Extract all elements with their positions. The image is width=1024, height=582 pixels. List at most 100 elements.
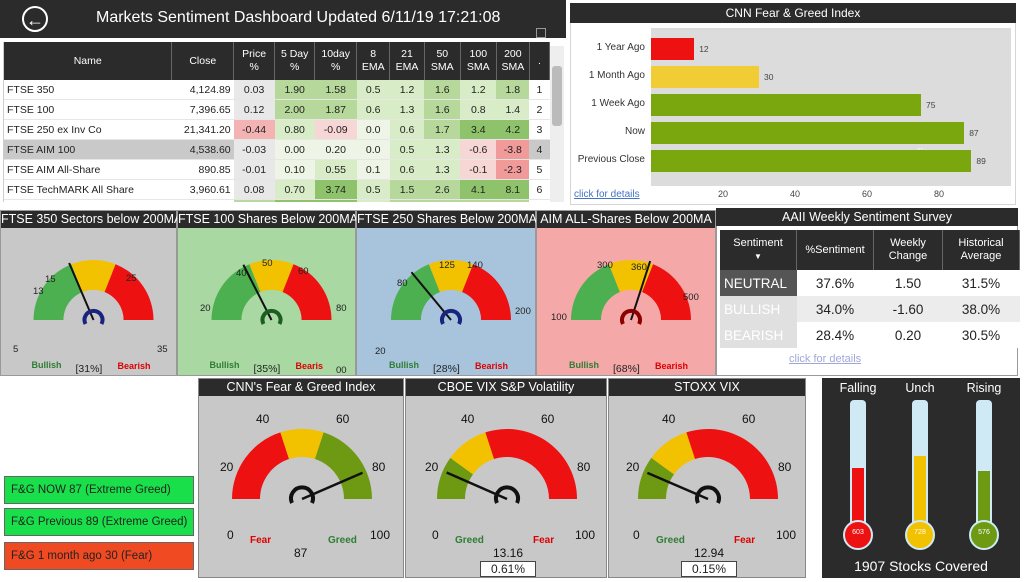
table-cell-ema21: 1.5 [389, 179, 425, 200]
cnn-bar[interactable] [651, 122, 965, 144]
gauge-arc-segment [462, 264, 511, 320]
aaii-col-avg[interactable]: Historical Average [942, 230, 1020, 270]
gauge-tick-label: 20 [375, 346, 386, 357]
market-col-header[interactable]: Name [4, 42, 173, 80]
table-cell-sma50: 1.6 [424, 80, 461, 100]
expand-icon[interactable] [536, 28, 546, 38]
table-cell-ema8: 0.5 [356, 179, 390, 200]
aaii-row[interactable]: BEARISH 28.4% 0.20 30.5% [720, 322, 1020, 348]
table-row[interactable]: FTSE AIM All-Share 890.85 -0.01 0.10 0.55 0.1… [4, 159, 550, 180]
gauge-tick-label: 300 [597, 260, 613, 271]
gauge-panel-top: AIM ALL-Shares Below 200MA 100 300 360 500 Bu… [536, 210, 716, 376]
gauge-tick-label: 0 [432, 528, 439, 542]
table-row[interactable]: FTSE 100 7,396.65 0.12 2.00 1.87 0.6 1.3 1.6 0.8… [4, 99, 550, 120]
aaii-col-change[interactable]: Weekly Change [873, 230, 943, 270]
cnn-bar[interactable] [651, 38, 695, 60]
table-row[interactable]: FTSE TechMARK All Share 3,960.61 0.08 0.70 3… [4, 179, 550, 200]
gauge-hub [260, 308, 283, 325]
market-col-header[interactable]: . [529, 42, 550, 80]
thermometer-value: 576 [978, 529, 990, 536]
gauge-tick-label: 80 [577, 460, 591, 474]
table-cell-d10: 3.74 [314, 179, 357, 200]
gauge-tick-label: 125 [439, 260, 455, 271]
aaii-col-sentiment[interactable]: Sentiment ▼ [720, 230, 797, 270]
market-col-header[interactable]: 21 EMA [389, 42, 425, 80]
thermometer-value: 603 [852, 529, 864, 536]
table-cell-name: FTSE TechMARK All Share [4, 179, 172, 200]
fg-month-ago-box: F&G 1 month ago 30 (Fear) [4, 542, 194, 570]
aaii-cell-avg: 30.5% [961, 327, 1001, 343]
aaii-row[interactable]: BULLISH 34.0% -1.60 38.0% [720, 296, 1020, 322]
cnn-details-link[interactable]: click for details [574, 189, 640, 200]
table-cell-sma100: 1.2 [460, 80, 497, 100]
table-cell-price: 0.08 [233, 179, 275, 200]
gauge-tick-label: 5 [13, 344, 18, 355]
gauge-tick-label: 140 [467, 260, 483, 271]
gauge-tick-label: 360 [631, 262, 647, 273]
gauge-arc-segment [686, 429, 778, 499]
cnn-bar[interactable] [651, 150, 972, 172]
aaii-cell-change: 0.20 [894, 327, 922, 343]
gauge-left-label: Greed [455, 535, 484, 546]
market-col-header[interactable]: 200 SMA [496, 42, 530, 80]
gauge-tick-label: 35 [157, 344, 168, 355]
table-cell-d10: 1.87 [314, 99, 357, 120]
table-cell-d5: 0.80 [274, 119, 315, 140]
table-cell-price: -0.44 [233, 119, 275, 140]
gauge-hub [620, 308, 642, 325]
table-cell-ema8: 0.1 [356, 159, 390, 180]
gauge-panel-top: FTSE 100 Shares Below 200MA 20 40 50 60 80 00 B… [177, 210, 358, 376]
table-cell-ema8: 1.1 [356, 199, 390, 202]
market-col-header[interactable]: 5 Day % [274, 42, 316, 80]
gauge-arc-segment [314, 432, 372, 499]
gauge-arc-segment [642, 264, 691, 320]
gauge-arc-segment [211, 264, 261, 320]
thermometer-fill [852, 468, 864, 526]
gauge-arc-segment [638, 457, 675, 499]
table-cell-d10: 0.55 [314, 159, 357, 180]
market-col-header[interactable]: Price % [233, 42, 276, 80]
gauge-right-label: Greed [328, 535, 357, 546]
table-row[interactable]: FTSE AIM 100 4,538.60 -0.03 0.00 0.20 0.0 0.5 1… [4, 139, 550, 160]
table-scrollbar-thumb[interactable] [552, 66, 562, 126]
aaii-details-link[interactable]: click for details [789, 353, 862, 365]
table-cell-name: FTSE 100 [4, 99, 172, 120]
table-cell-sma100: -0.6 [460, 139, 497, 160]
table-cell-sma100: 4.1 [460, 179, 497, 200]
aaii-row[interactable]: NEUTRAL 37.6% 1.50 31.5% [720, 270, 1020, 296]
cnn-bar[interactable] [651, 94, 921, 116]
gauge-title: FTSE 100 Shares Below 200MA [178, 211, 358, 228]
table-cell-rank: 5 [529, 159, 550, 180]
table-row[interactable]: Brent Oil Spot $6,251.070.705.303.781.12… [4, 199, 550, 202]
gauge-tick-label: 25 [126, 273, 137, 284]
gauge-tick-label: 60 [742, 412, 756, 426]
table-cell-d10: -0.09 [314, 119, 357, 140]
gauge-tick-label: 40 [256, 412, 270, 426]
market-col-header[interactable]: 50 SMA [424, 42, 461, 80]
market-col-header[interactable]: 10day % [314, 42, 358, 80]
table-cell-sma50: 2.0 [424, 199, 461, 202]
back-arrow-icon[interactable]: ← [22, 6, 48, 32]
cnn-bar-label: 1 Week Ago [591, 98, 645, 109]
aaii-table: Sentiment ▼ %Sentiment Weekly Change Hist… [720, 230, 1020, 348]
table-cell-d10: 1.58 [314, 80, 357, 100]
market-col-header[interactable]: Close [171, 42, 235, 80]
thermometer-label: Unch [905, 381, 935, 395]
thermometer-label: Rising [966, 381, 1002, 395]
market-col-header[interactable]: 100 SMA [460, 42, 497, 80]
table-row[interactable]: FTSE 250 ex Inv Co 21,341.20 -0.44 0.80 -0.0… [4, 119, 550, 140]
table-cell-sma50: 1.3 [424, 139, 461, 160]
gauge-tick-label: 0 [633, 528, 640, 542]
table-cell-rank: 2 [529, 99, 550, 120]
table-row[interactable]: FTSE 350 4,124.89 0.03 1.90 1.58 0.5 1.2 1.6 1.2… [4, 80, 550, 100]
table-cell-sma100: -0.1 [460, 159, 497, 180]
gauge-tick-label: 13 [33, 286, 44, 297]
cnn-bar-value: 12 [699, 44, 709, 54]
table-cell-ema8: 0.0 [356, 119, 390, 140]
gauge-arc-segment [651, 432, 696, 475]
aaii-col-pct[interactable]: %Sentiment [796, 230, 874, 270]
cnn-bar[interactable] [651, 66, 759, 88]
gauge-pct-label: [68%] [613, 363, 640, 375]
market-col-header[interactable]: 8 EMA [356, 42, 391, 80]
table-cell-price: 0.70 [233, 199, 275, 202]
